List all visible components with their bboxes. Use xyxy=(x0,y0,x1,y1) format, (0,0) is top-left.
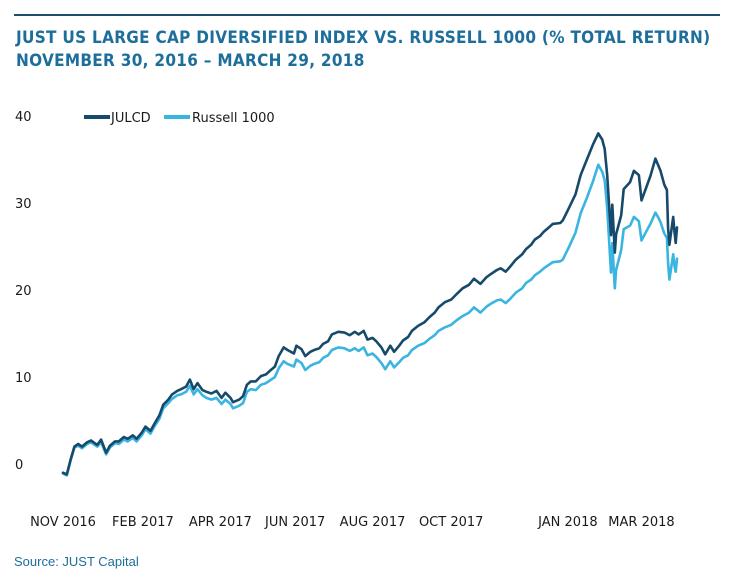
x-tick-label: AUG 2017 xyxy=(340,515,406,530)
chart-title: JUST US LARGE CAP DIVERSIFIED INDEX VS. … xyxy=(16,28,711,48)
top-rule xyxy=(14,14,720,16)
y-tick-label: 0 xyxy=(15,458,23,473)
x-tick-label: FEB 2017 xyxy=(112,515,174,530)
x-axis: NOV 2016 FEB 2017 APR 2017 JUN 2017 AUG 2017… xyxy=(30,515,675,530)
series-layer xyxy=(61,132,679,477)
x-tick-label: JAN 2018 xyxy=(537,515,597,530)
y-axis: 0 10 20 30 40 xyxy=(15,110,32,473)
y-tick-label: 40 xyxy=(15,110,32,125)
x-tick-label: NOV 2016 xyxy=(30,515,96,530)
y-tick-label: 20 xyxy=(15,284,32,299)
chart-subtitle: NOVEMBER 30, 2016 – MARCH 29, 2018 xyxy=(16,51,365,71)
source-note: Source: JUST Capital xyxy=(14,554,139,569)
line-chart: 0 10 20 30 40 NOV 2016 FEB 2017 APR 2017 JUN 20… xyxy=(15,110,679,530)
x-tick-label: JUN 2017 xyxy=(264,515,325,530)
x-tick-label: APR 2017 xyxy=(189,515,252,530)
legend-label: JULCD xyxy=(110,111,151,126)
x-tick-label: MAR 2018 xyxy=(608,515,674,530)
series-line-russell-1000 xyxy=(61,163,679,477)
y-tick-label: 10 xyxy=(15,371,32,386)
series-line-julcd xyxy=(61,132,679,476)
legend: JULCD Russell 1000 xyxy=(84,111,275,126)
x-tick-label: OCT 2017 xyxy=(419,515,483,530)
legend-label: Russell 1000 xyxy=(192,111,275,126)
y-tick-label: 30 xyxy=(15,197,32,212)
